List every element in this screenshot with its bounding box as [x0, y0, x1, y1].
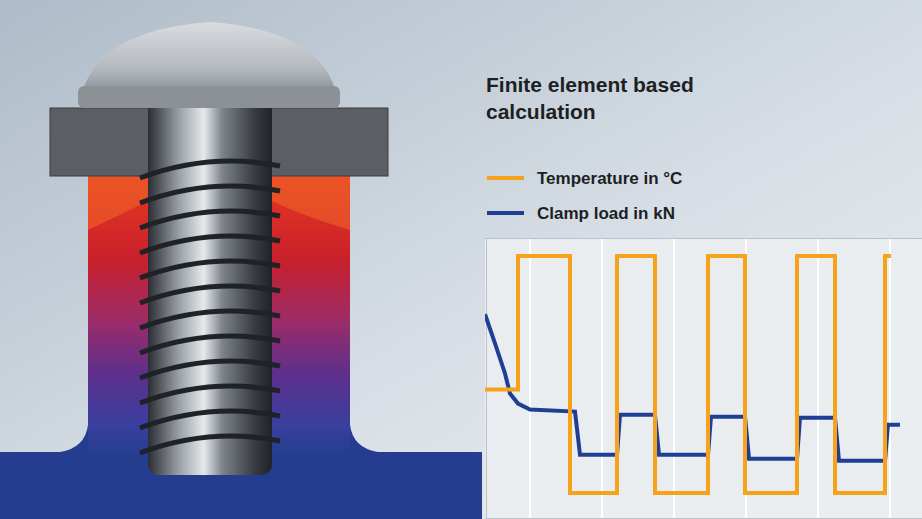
thread [140, 186, 280, 203]
screw-flange [78, 86, 340, 108]
plot-background [485, 238, 922, 519]
figure: Finite element based calculation Temperat… [0, 0, 922, 519]
series-group [485, 256, 900, 493]
grid-line [529, 238, 531, 519]
screw-illustration [0, 22, 482, 519]
y-axis [486, 239, 487, 519]
thread [140, 361, 280, 378]
thread [140, 386, 280, 403]
thread [140, 211, 280, 228]
background [0, 0, 922, 519]
grid-line [673, 238, 675, 519]
x-axis [486, 518, 922, 519]
thread [140, 286, 280, 303]
thread [140, 411, 280, 428]
legend-label: Temperature in °C [537, 169, 682, 188]
title: Finite element based calculation [486, 73, 700, 123]
title-line: calculation [486, 100, 596, 123]
legend-swatch [487, 211, 524, 215]
y-axis-line [486, 239, 487, 519]
thread [140, 261, 280, 278]
thread [140, 161, 280, 178]
legend: Temperature in °C Clamp load in kN [487, 169, 682, 223]
title-line: Finite element based [486, 73, 700, 96]
legend-label: Clamp load in kN [537, 204, 675, 223]
legend-swatch [487, 176, 524, 180]
thread [140, 236, 280, 253]
grid-line [601, 238, 603, 519]
x-axis-line [486, 518, 922, 519]
series-line [485, 314, 900, 461]
thread [140, 311, 280, 328]
series-line [485, 256, 891, 493]
plot-frame [485, 238, 922, 239]
thread [140, 436, 280, 453]
grid-line [889, 238, 891, 519]
grid-line [817, 238, 819, 519]
thread [140, 336, 280, 353]
